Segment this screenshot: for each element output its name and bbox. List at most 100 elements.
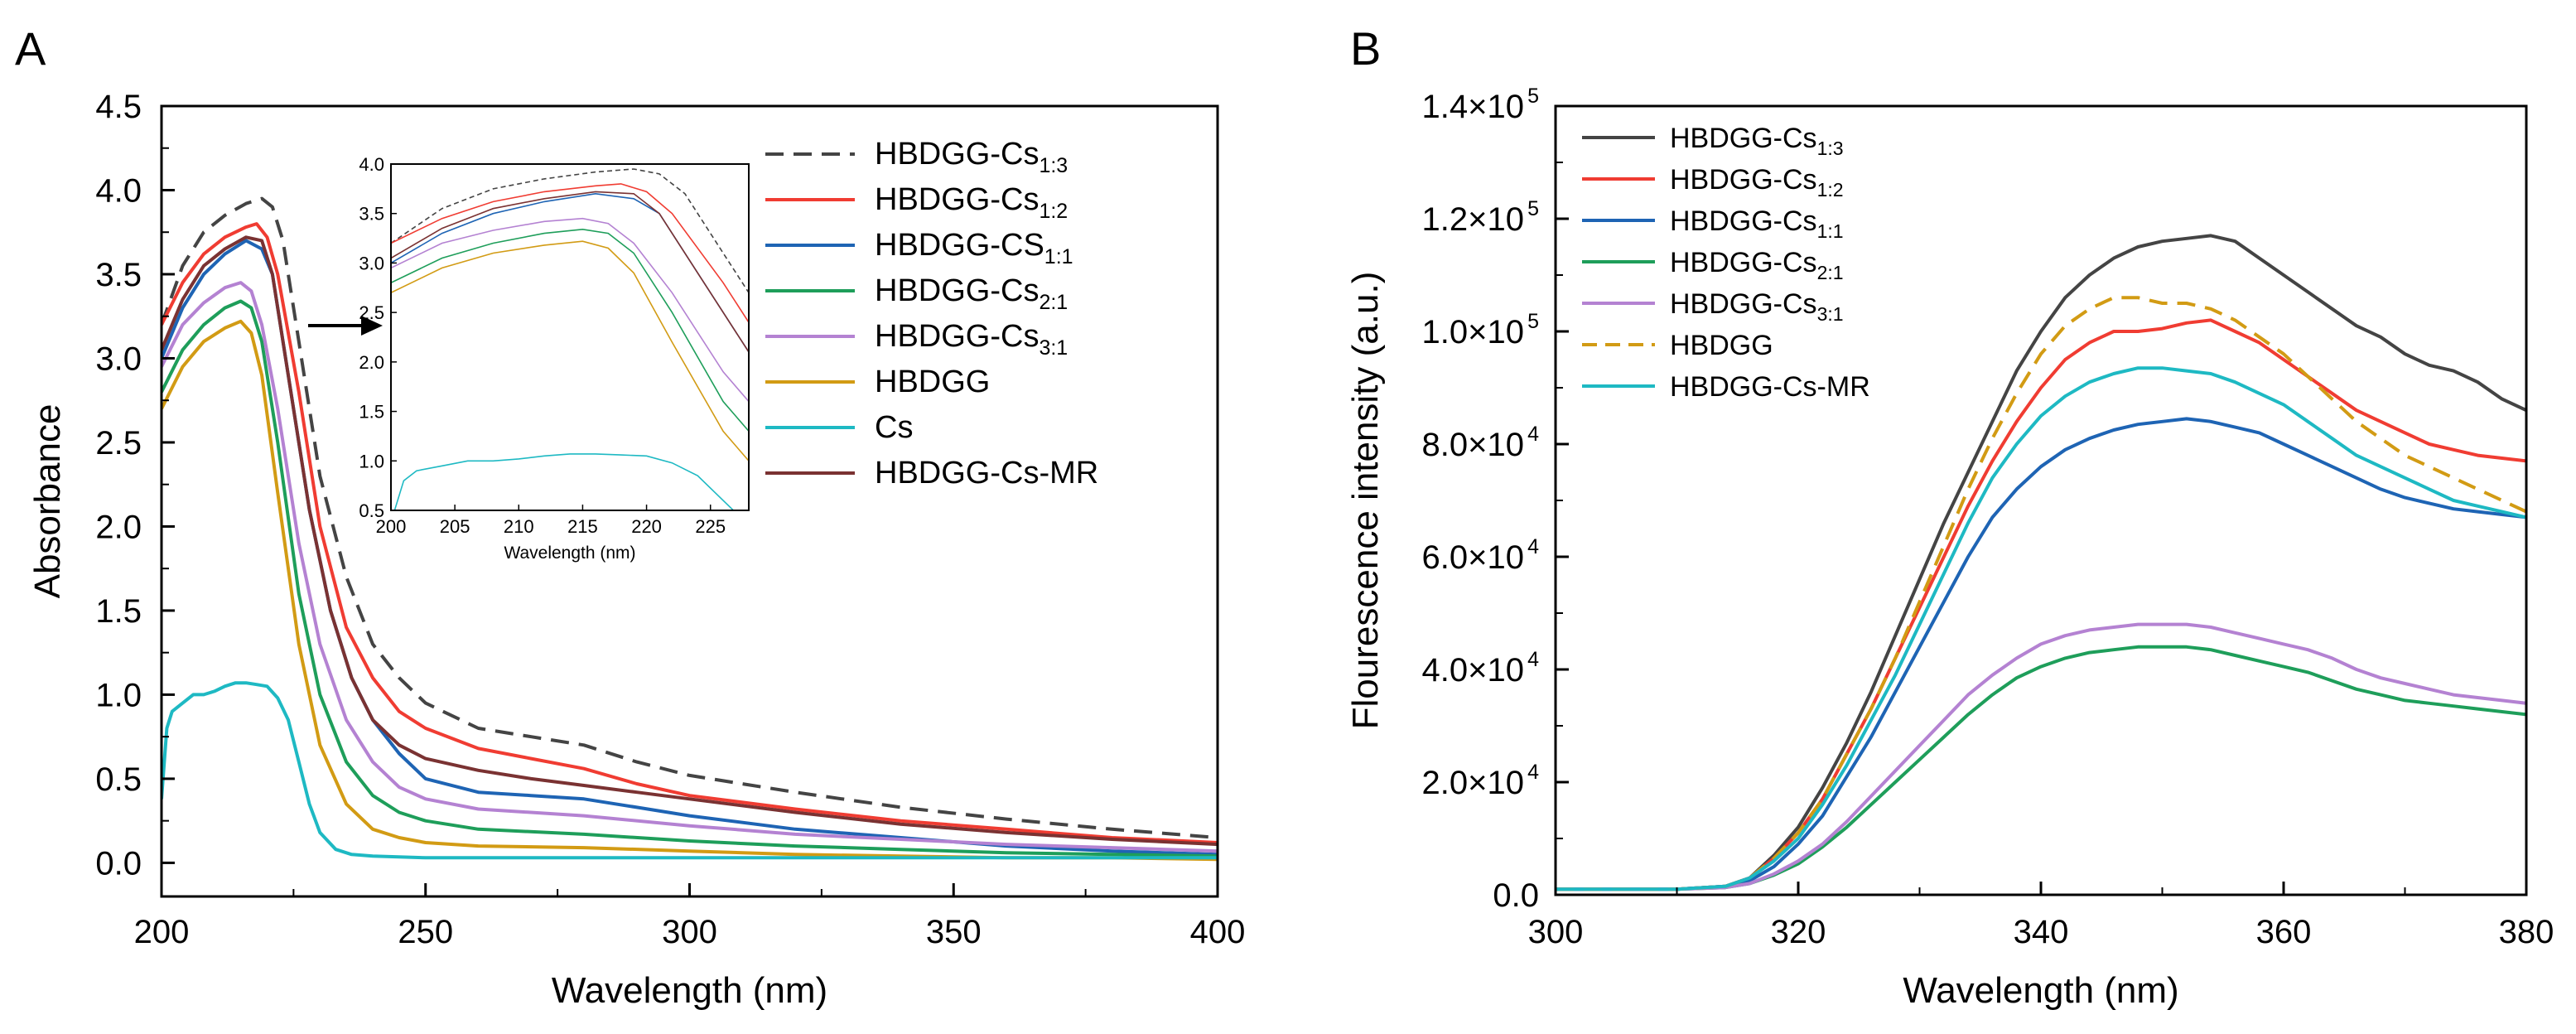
y-tick-label-a: 1.0 [95, 677, 142, 713]
legend-subscript: 1:3 [1817, 138, 1844, 159]
inset-series-line-4 [391, 228, 749, 432]
legend-label-a-1: HBDGG-Cs1:3 [875, 137, 1068, 177]
y-axis-label-a: Absorbance [27, 404, 68, 599]
y-tick-exponent-b: 5 [1527, 310, 1539, 333]
inset-arrow-head [361, 316, 383, 336]
panel-label-b: B [1350, 22, 1381, 75]
y-axis-label-b: Flourescence intensity (a.u.) [1345, 272, 1386, 730]
y-tick-label-a: 1.5 [95, 593, 142, 630]
series-line-a-2 [162, 222, 1218, 844]
y-tick-exponent-b: 4 [1527, 761, 1539, 784]
y-tick-label-a: 3.5 [95, 257, 142, 293]
x-tick-label-a: 350 [926, 914, 982, 950]
inset-x-tick-label: 200 [376, 516, 407, 537]
x-tick-label-b: 360 [2256, 914, 2312, 950]
inset-y-tick-label: 1.0 [359, 451, 384, 471]
series-line-b-4 [1556, 645, 2526, 891]
series-line-a-7 [162, 681, 1218, 860]
x-axis-label-a: Wavelength (nm) [552, 970, 827, 1011]
legend-label-b-3: HBDGG-Cs1:1 [1670, 205, 1844, 242]
legend-label-a-3: HBDGG-CS1:1 [875, 228, 1073, 268]
series-line-b-5 [1556, 622, 2526, 891]
legend-label-a-7: Cs [875, 410, 913, 445]
y-tick-exponent-b: 4 [1527, 423, 1539, 446]
y-tick-label-a: 2.5 [95, 425, 142, 461]
legend-label-a-8: HBDGG-Cs-MR [875, 456, 1098, 490]
y-tick-label-b: 2.0×10 [1422, 765, 1524, 801]
inset-y-tick-label: 2.0 [359, 352, 384, 373]
inset-y-tick-label: 3.0 [359, 253, 384, 273]
inset-x-axis-label: Wavelength (nm) [504, 544, 635, 563]
y-tick-label-b: 6.0×10 [1422, 539, 1524, 576]
inset-x-tick-label: 210 [504, 516, 534, 537]
series-line-a-3 [162, 239, 1218, 857]
legend-label-b-2: HBDGG-Cs1:2 [1670, 164, 1844, 201]
legend-label-b-7: HBDGG-Cs-MR [1670, 371, 1870, 403]
y-tick-label-b: 4.0×10 [1422, 652, 1524, 689]
x-tick-label-a: 400 [1190, 914, 1246, 950]
y-tick-label-a: 0.5 [95, 761, 142, 798]
legend-label-a-4: HBDGG-Cs2:1 [875, 273, 1068, 314]
series-line-b-6 [1556, 296, 2526, 891]
y-tick-exponent-b: 4 [1527, 535, 1539, 558]
inset-frame [390, 163, 750, 511]
legend-subscript: 1:3 [1039, 154, 1068, 177]
legend-label-b-6: HBDGG [1670, 330, 1773, 361]
x-tick-label-a: 300 [662, 914, 717, 950]
y-tick-exponent-b: 4 [1527, 648, 1539, 671]
series-line-b-2 [1556, 318, 2526, 891]
legend-subscript: 1:1 [1817, 220, 1844, 242]
series-line-b-1 [1556, 234, 2526, 891]
x-tick-label-a: 250 [398, 914, 453, 950]
legend-subscript: 2:1 [1039, 291, 1068, 314]
inset-series-line-2 [391, 183, 749, 324]
legend-subscript: 1:2 [1817, 179, 1844, 201]
y-tick-label-b: 8.0×10 [1422, 427, 1524, 463]
inset-series-line-1 [391, 168, 749, 294]
inset-x-tick-label: 215 [567, 516, 598, 537]
inset-y-tick-label: 0.5 [359, 500, 384, 521]
inset-series-line-8 [391, 191, 749, 354]
series-line-b-7 [1556, 366, 2526, 891]
y-tick-label-b: 1.0×10 [1422, 314, 1524, 350]
legend-label-a-6: HBDGG [875, 365, 990, 399]
inset-x-tick-label: 220 [631, 516, 662, 537]
y-tick-label-a: 3.0 [95, 341, 142, 377]
y-tick-label-b: 1.4×10 [1422, 89, 1524, 125]
x-axis-label-b: Wavelength (nm) [1903, 970, 2178, 1011]
y-tick-label-b: 1.2×10 [1422, 201, 1524, 238]
legend-subscript: 2:1 [1817, 262, 1844, 283]
y-tick-label-a: 4.5 [95, 89, 142, 125]
series-line-a-6 [162, 319, 1218, 862]
series-line-a-8 [162, 235, 1218, 847]
inset-bg [391, 164, 749, 510]
inset-x-tick-label: 225 [695, 516, 726, 537]
inset-series-line-6 [391, 240, 749, 462]
y-tick-label-b: 0.0 [1493, 877, 1539, 914]
legend-label-b-5: HBDGG-Cs3:1 [1670, 288, 1844, 325]
x-tick-label-b: 320 [1771, 914, 1826, 950]
y-tick-label-a: 4.0 [95, 172, 142, 209]
x-tick-label-b: 340 [2014, 914, 2069, 950]
x-tick-label-b: 300 [1528, 914, 1584, 950]
legend-subscript: 3:1 [1039, 336, 1068, 360]
legend-subscript: 3:1 [1817, 303, 1844, 325]
series-line-a-4 [162, 299, 1218, 858]
inset-x-tick-label: 205 [440, 516, 470, 537]
y-tick-label-a: 0.0 [95, 845, 142, 882]
legend-subscript: 1:2 [1039, 200, 1068, 223]
x-tick-label-b: 380 [2499, 914, 2554, 950]
legend-label-b-1: HBDGG-Cs1:3 [1670, 123, 1844, 159]
x-tick-label-a: 200 [134, 914, 190, 950]
series-line-a-1 [162, 196, 1218, 839]
legend-label-a-2: HBDGG-Cs1:2 [875, 182, 1068, 223]
legend-label-b-4: HBDGG-Cs2:1 [1670, 247, 1844, 283]
inset-y-tick-label: 4.0 [359, 154, 384, 175]
y-tick-exponent-b: 5 [1527, 85, 1539, 108]
inset-series-line-5 [391, 217, 749, 403]
series-line-a-5 [162, 281, 1218, 853]
y-tick-label-a: 2.0 [95, 509, 142, 545]
inset-y-tick-label: 3.5 [359, 204, 384, 225]
inset-y-tick-label: 1.5 [359, 402, 384, 423]
